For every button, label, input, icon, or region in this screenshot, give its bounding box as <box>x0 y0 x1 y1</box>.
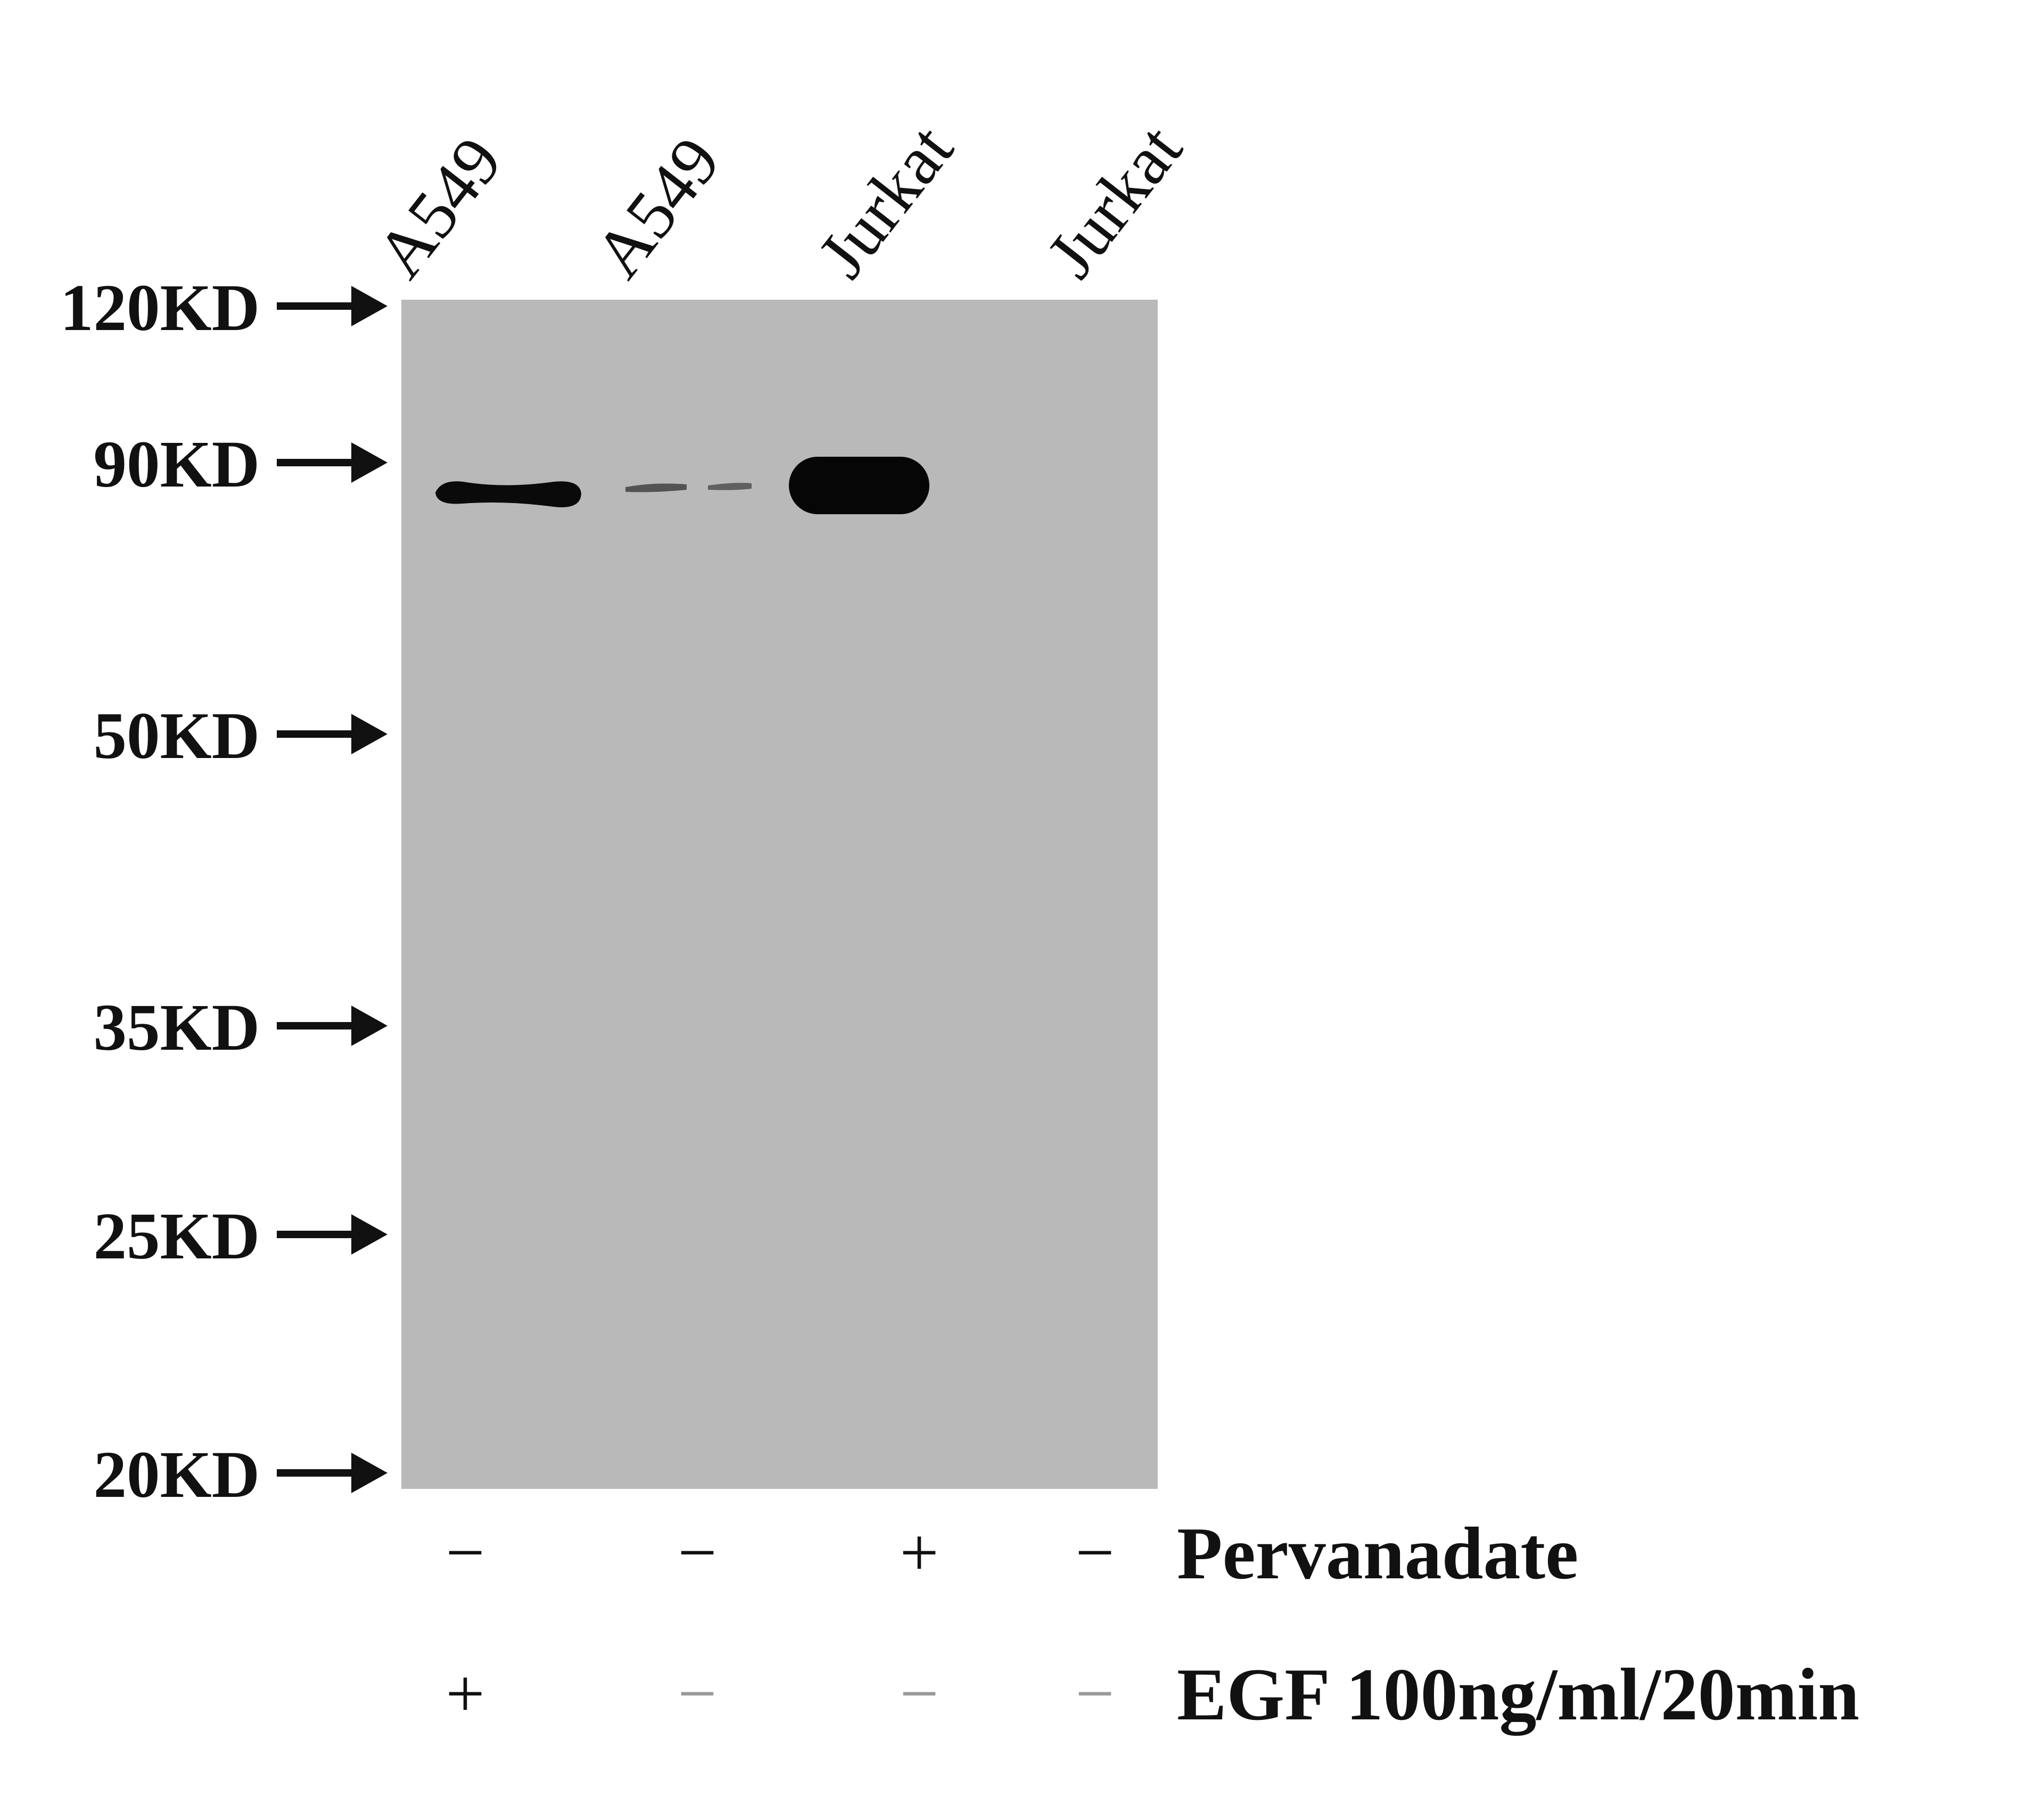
pervanadate-sign: − <box>678 1514 716 1591</box>
arrow-right-icon <box>277 1453 388 1493</box>
band-lane-2-right <box>708 483 752 490</box>
egf-sign: − <box>678 1655 716 1732</box>
lane-label: A549 <box>361 123 516 292</box>
pervanadate-sign: − <box>446 1514 484 1591</box>
marker-label: 50KD <box>94 699 260 773</box>
pervanadate-label: Pervanadate <box>1177 1512 1578 1595</box>
marker-label: 90KD <box>94 428 260 501</box>
arrow-right-icon <box>277 286 388 326</box>
marker-label: 35KD <box>94 991 260 1065</box>
marker-label: 25KD <box>94 1200 260 1273</box>
arrow-right-icon <box>277 714 388 754</box>
band-lane-2-left <box>625 483 687 492</box>
band-lane-3 <box>789 457 929 514</box>
band-lane-1 <box>435 481 581 507</box>
marker-ladder: 120KD 90KD 50KD 35KD 25KD 20KD <box>60 271 388 1512</box>
marker-label: 20KD <box>94 1438 260 1512</box>
pervanadate-sign: + <box>900 1514 938 1591</box>
lane-label: Jurkat <box>803 111 968 292</box>
marker-label: 120KD <box>60 271 260 345</box>
arrow-right-icon <box>277 442 388 483</box>
pervanadate-sign: − <box>1075 1514 1114 1591</box>
treatment-rows: − − + − Pervanadate + − − − EGF 100ng/ml… <box>446 1512 1859 1736</box>
lane-label: A549 <box>580 123 735 292</box>
egf-sign: + <box>446 1655 484 1732</box>
lane-labels: A549 A549 Jurkat Jurkat <box>361 111 1197 292</box>
egf-sign: − <box>1075 1655 1114 1732</box>
egf-label: EGF 100ng/ml/20min <box>1177 1653 1859 1736</box>
membrane <box>401 300 1158 1489</box>
lane-label: Jurkat <box>1032 111 1197 292</box>
arrow-right-icon <box>277 1214 388 1255</box>
arrow-right-icon <box>277 1006 388 1046</box>
egf-sign: − <box>900 1655 938 1732</box>
